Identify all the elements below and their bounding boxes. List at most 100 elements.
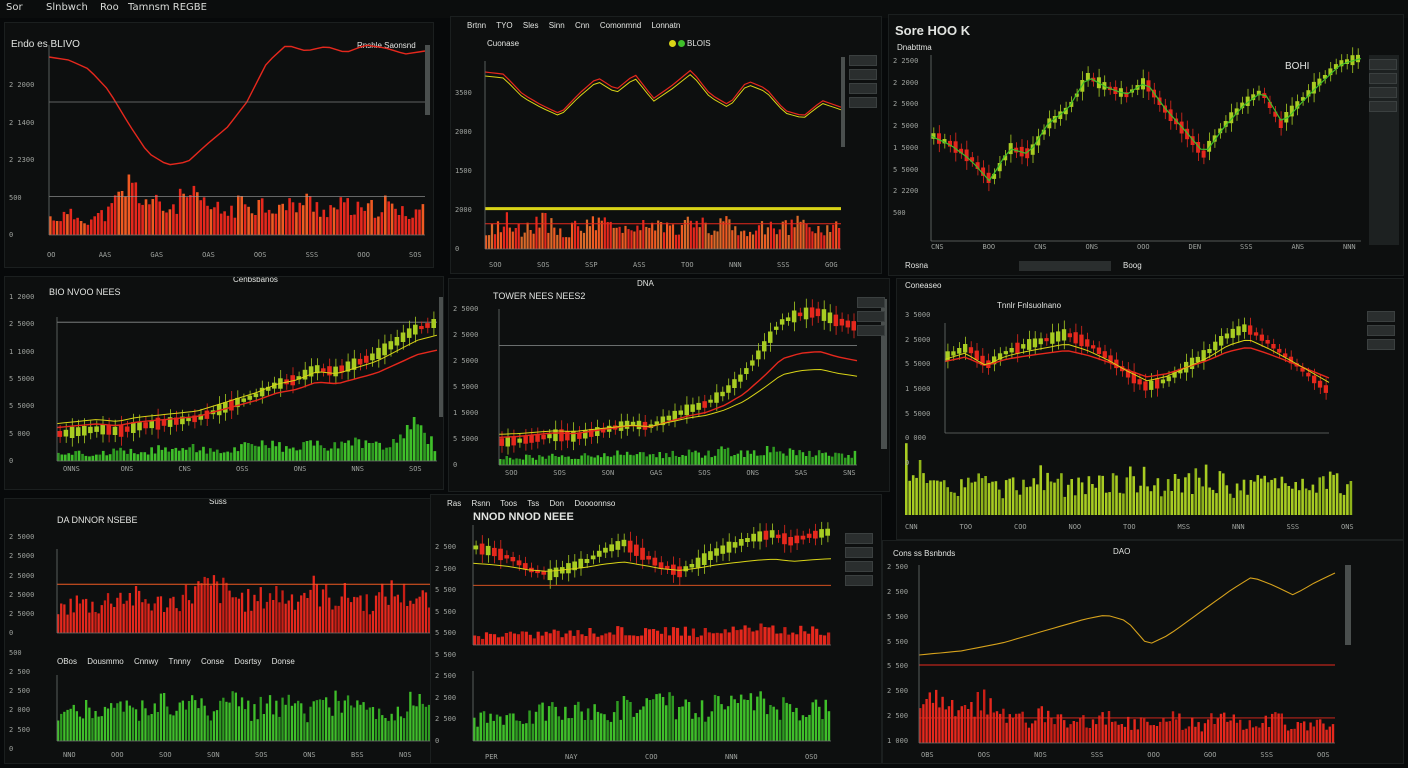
- chart-6-volume-bar: [1129, 466, 1132, 515]
- chart-3-candle: [1229, 112, 1234, 124]
- side-button-3[interactable]: [849, 83, 877, 94]
- tab-6[interactable]: Comonmnd: [599, 21, 642, 30]
- chart-1-scrollbar: [425, 45, 430, 115]
- side-button-2[interactable]: [845, 547, 873, 558]
- chart-4-volume-bar: [329, 448, 333, 461]
- side-button-1[interactable]: [857, 297, 885, 308]
- chart-5-volume-bar: [691, 452, 694, 465]
- x-tick-label: ONS: [120, 465, 134, 473]
- tab-4[interactable]: Tnnny: [168, 657, 191, 666]
- chart-1-volume-bar: [380, 212, 384, 235]
- side-button-1[interactable]: [849, 55, 877, 66]
- chart-7-lower-bar: [194, 700, 197, 741]
- tab-3[interactable]: Cnnwy: [133, 657, 159, 666]
- chart-3-candle: [953, 141, 958, 153]
- chart-1-volume-bar: [202, 197, 206, 235]
- chart-1-volume-bar: [353, 214, 356, 235]
- tab-3[interactable]: Sles: [522, 21, 539, 30]
- tab-7[interactable]: Donse: [271, 657, 295, 666]
- x-tick-label: PER: [485, 753, 498, 761]
- side-button-1[interactable]: [845, 533, 873, 544]
- tab-1[interactable]: Brtnn: [467, 21, 487, 30]
- chart-8-candle: [677, 566, 682, 578]
- top-label-2[interactable]: Slnbwch: [46, 2, 88, 13]
- tab-2[interactable]: TYO: [496, 21, 513, 30]
- chart-2-volume-bar: [633, 231, 636, 249]
- chart-2-volume-bar: [817, 226, 820, 249]
- chart-7-upper-bar: [278, 602, 281, 633]
- chart-4-volume-bar: [399, 434, 402, 461]
- side-button-1[interactable]: [1367, 311, 1395, 322]
- chart-6-candle: [1009, 348, 1014, 353]
- panel-3-footer-1[interactable]: Rosna: [905, 261, 929, 270]
- chart-9-svg: [918, 565, 1351, 744]
- chart-7-lower-bar: [381, 715, 384, 741]
- chart-5-candle: [696, 402, 701, 410]
- chart-4-volume-bar: [70, 454, 74, 461]
- tab-1[interactable]: Ras: [447, 499, 462, 508]
- chart-1-volume-bar: [199, 200, 202, 235]
- chart-6-volume-bar: [1032, 478, 1036, 515]
- chart-5-volume-bar: [694, 450, 697, 465]
- chart-5-volume-bar: [704, 455, 707, 465]
- side-button-3[interactable]: [1369, 87, 1397, 98]
- chart-4-volume-bar: [371, 443, 375, 461]
- chart-5-volume-bar: [534, 459, 538, 465]
- side-button-2[interactable]: [1369, 73, 1397, 84]
- tab-1[interactable]: OBos: [57, 657, 78, 666]
- tab-2[interactable]: Rsnn: [471, 499, 491, 508]
- chart-1-volume-bar: [387, 201, 390, 235]
- chart-7-upper-bar: [197, 581, 200, 633]
- side-button-3[interactable]: [1367, 339, 1395, 350]
- chart-5-candle: [827, 312, 833, 324]
- chart-1-svg: [48, 44, 430, 236]
- side-button-4[interactable]: [845, 575, 873, 586]
- chart-2-volume-bar: [784, 220, 787, 249]
- side-button-2[interactable]: [1367, 325, 1395, 336]
- chart-8-lower-volume-bar: [626, 699, 629, 741]
- x-tick-label: SON: [207, 751, 220, 759]
- chart-5-candle: [577, 432, 582, 439]
- tab-5[interactable]: Don: [549, 499, 565, 508]
- top-label-3[interactable]: Roo: [100, 2, 119, 13]
- tab-6[interactable]: Dosrtsy: [234, 657, 262, 666]
- chart-8-lower-volume-bar: [612, 712, 616, 741]
- top-label-4[interactable]: Tamnsm REGBE: [128, 2, 207, 13]
- side-button-2[interactable]: [849, 69, 877, 80]
- chart-7-lower-bar: [315, 700, 318, 741]
- chart-4-candle: [124, 426, 130, 432]
- tab-7[interactable]: Lonnatn: [651, 21, 681, 30]
- tab-2[interactable]: Dousmmo: [87, 657, 124, 666]
- tab-4[interactable]: Sinn: [548, 21, 565, 30]
- chart-3-svg: [930, 47, 1399, 271]
- chart-7-upper-bar: [63, 604, 66, 633]
- side-button-4[interactable]: [849, 97, 877, 108]
- side-button-4[interactable]: [1369, 101, 1397, 112]
- chart-5-candle: [529, 435, 534, 443]
- top-label-1[interactable]: Sor: [6, 2, 23, 13]
- chart-8-candle: [769, 530, 775, 538]
- tab-3[interactable]: Toos: [500, 499, 518, 508]
- tab-5[interactable]: Conse: [200, 657, 225, 666]
- chart-9-volume-bar: [1082, 715, 1085, 743]
- tab-4[interactable]: Tss: [527, 499, 540, 508]
- chart-7-lower-bar: [427, 704, 431, 741]
- chart-7-lower-bar: [237, 706, 241, 741]
- chart-4-volume-bar: [150, 447, 153, 461]
- side-button-1[interactable]: [1369, 59, 1397, 70]
- chart-8-volume-bar: [616, 626, 620, 645]
- chart-5-candle: [595, 427, 600, 436]
- chart-8-lower-volume-bar: [528, 710, 531, 741]
- panel-3-footer-2[interactable]: Boog: [1123, 261, 1142, 270]
- side-button-3[interactable]: [857, 325, 885, 336]
- side-button-2[interactable]: [857, 311, 885, 322]
- side-button-3[interactable]: [845, 561, 873, 572]
- chart-1-volume-bar: [404, 216, 408, 235]
- tab-6[interactable]: Doooonnso: [574, 499, 616, 508]
- chart-5-svg: [498, 298, 887, 466]
- chart-5-candle: [851, 321, 856, 331]
- chart-5-volume-bar: [557, 456, 561, 465]
- chart-7-upper-bar: [150, 610, 153, 633]
- tab-5[interactable]: Cnn: [574, 21, 590, 30]
- y-tick-label: 2 500: [9, 725, 31, 734]
